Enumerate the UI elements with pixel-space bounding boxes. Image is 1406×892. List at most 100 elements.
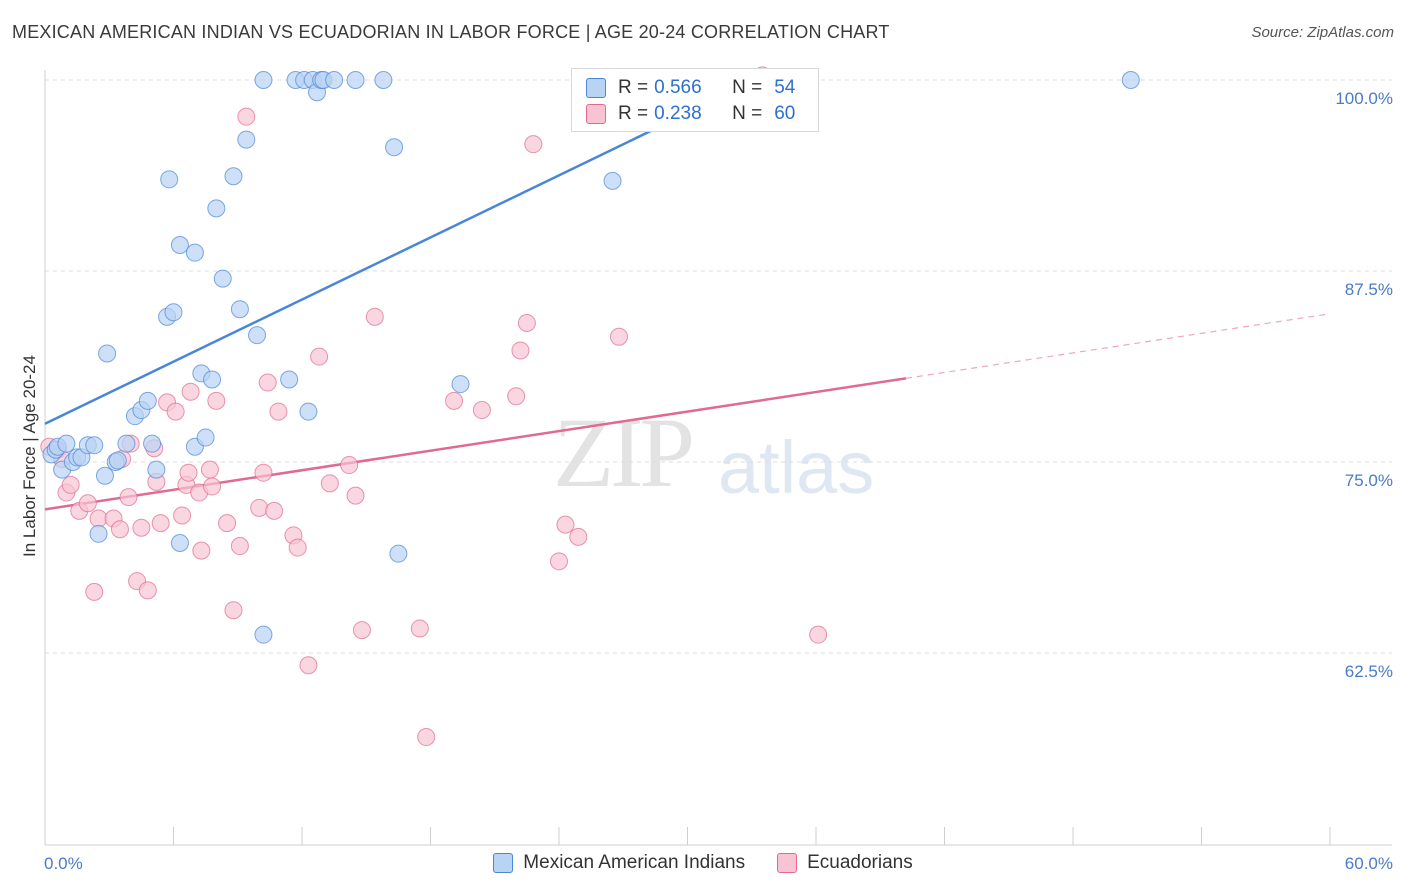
legend-swatch-pink — [777, 853, 798, 873]
point-mexican-american-indian — [138, 391, 157, 410]
trend-line-extension-ecuadorians — [905, 313, 1331, 379]
point-ecuadorian — [250, 498, 269, 517]
x-tick-label: 0.0% — [44, 854, 83, 873]
point-mexican-american-indian — [170, 236, 189, 255]
point-mexican-american-indian — [170, 533, 189, 552]
point-mexican-american-indian — [451, 375, 470, 394]
data-points — [40, 66, 1140, 747]
point-ecuadorian — [320, 474, 339, 493]
point-ecuadorian — [181, 382, 200, 401]
legend-r-value: 0.566 — [654, 77, 702, 98]
source-label: Source: ZipAtlas.com — [1251, 24, 1394, 41]
y-tick-label: 62.5% — [1345, 662, 1393, 681]
series-legend: Mexican American Indians Ecuadorians — [0, 852, 1406, 874]
point-mexican-american-indian — [325, 71, 344, 89]
point-ecuadorian — [365, 307, 384, 326]
point-mexican-american-indian — [89, 524, 108, 543]
legend-swatch-pink — [586, 104, 606, 124]
point-ecuadorian — [61, 475, 80, 494]
point-ecuadorian — [132, 518, 151, 537]
point-ecuadorian — [517, 313, 536, 332]
y-tick-label: 87.5% — [1345, 280, 1393, 299]
point-mexican-american-indian — [160, 170, 179, 189]
legend-r-label: R = — [618, 77, 649, 98]
legend-swatch-blue — [493, 853, 514, 873]
point-mexican-american-indian — [117, 434, 136, 453]
y-tick-labels: 100.0% 87.5% 75.0% 62.5% — [1335, 89, 1393, 681]
point-mexican-american-indian — [213, 269, 232, 288]
point-mexican-american-indian — [374, 71, 393, 89]
point-ecuadorian — [472, 401, 491, 420]
point-ecuadorian — [569, 527, 588, 546]
point-ecuadorian — [138, 581, 157, 600]
point-ecuadorian — [346, 486, 365, 505]
point-mexican-american-indian — [224, 167, 243, 186]
gridlines — [45, 79, 1392, 654]
point-mexican-american-indian — [237, 130, 256, 149]
point-mexican-american-indian — [346, 71, 365, 89]
x-tick-labels: 0.0% 60.0% — [44, 854, 1393, 873]
point-ecuadorian — [524, 135, 543, 154]
point-ecuadorian — [89, 509, 108, 528]
legend-item-ecuadorians: Ecuadorians — [777, 852, 913, 874]
point-ecuadorian — [445, 391, 464, 410]
point-ecuadorian — [224, 601, 243, 620]
legend-row-ecuadorians: R = 0.238 N = 60 — [586, 102, 795, 126]
point-ecuadorian — [417, 728, 436, 747]
point-mexican-american-indian — [203, 370, 222, 389]
chart-title: MEXICAN AMERICAN INDIAN VS ECUADORIAN IN… — [12, 22, 890, 42]
point-mexican-american-indian — [254, 625, 273, 644]
legend-label: Ecuadorians — [807, 852, 913, 873]
point-ecuadorian — [173, 506, 192, 525]
legend-n-value: 60 — [774, 103, 796, 124]
point-ecuadorian — [809, 625, 828, 644]
legend-r-label: R = — [618, 103, 649, 124]
point-mexican-american-indian — [57, 434, 76, 453]
point-mexican-american-indian — [254, 71, 273, 89]
point-ecuadorian — [203, 477, 222, 496]
point-ecuadorian — [192, 541, 211, 560]
point-ecuadorian — [511, 341, 530, 360]
point-ecuadorian — [340, 456, 359, 475]
point-mexican-american-indian — [280, 370, 299, 389]
point-ecuadorian — [110, 520, 129, 539]
point-ecuadorian — [310, 347, 329, 366]
legend-item-mexican-american-indians: Mexican American Indians — [493, 852, 745, 874]
point-mexican-american-indian — [185, 243, 204, 262]
point-mexican-american-indian — [207, 199, 226, 218]
correlation-legend: R = 0.566 N = 54 R = 0.238 N = 60 — [571, 68, 819, 132]
legend-r-value: 0.238 — [654, 103, 702, 124]
point-ecuadorian — [78, 494, 97, 513]
point-mexican-american-indian — [85, 436, 104, 455]
point-mexican-american-indian — [603, 171, 622, 190]
point-ecuadorian — [288, 538, 307, 557]
point-mexican-american-indian — [385, 138, 404, 157]
y-tick-label: 100.0% — [1335, 89, 1393, 108]
point-ecuadorian — [507, 387, 526, 406]
point-mexican-american-indian — [1121, 71, 1140, 89]
x-tick-label: 60.0% — [1345, 854, 1393, 873]
legend-n-label: N = — [732, 77, 763, 98]
point-mexican-american-indian — [389, 544, 408, 563]
y-axis-label: In Labor Force | Age 20-24 — [20, 355, 39, 557]
point-ecuadorian — [200, 460, 219, 479]
point-ecuadorian — [269, 402, 288, 421]
point-ecuadorian — [550, 552, 568, 571]
point-ecuadorian — [119, 488, 138, 507]
point-ecuadorian — [179, 463, 198, 482]
point-mexican-american-indian — [147, 460, 166, 479]
point-ecuadorian — [556, 515, 575, 534]
point-mexican-american-indian — [196, 428, 215, 447]
point-ecuadorian — [166, 402, 185, 421]
point-ecuadorian — [410, 619, 429, 638]
point-ecuadorian — [207, 391, 226, 410]
watermark-zip: ZIP — [553, 397, 695, 508]
legend-swatch-blue — [586, 78, 606, 98]
legend-n-label: N = — [732, 103, 763, 124]
point-mexican-american-indian — [299, 402, 318, 421]
point-ecuadorian — [230, 537, 249, 556]
point-ecuadorian — [218, 514, 237, 533]
point-ecuadorian — [85, 582, 104, 601]
point-ecuadorian — [151, 514, 170, 533]
